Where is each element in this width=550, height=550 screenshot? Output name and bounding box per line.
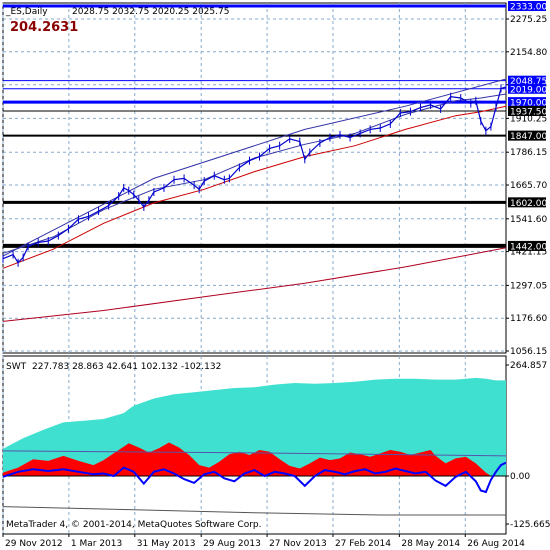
price-tick-label: 1176.60 [510,314,547,324]
level-tag-label: 1602.00 [510,199,547,209]
swt-signal-line [2,461,507,494]
big-value-label: 204.2631 [10,20,78,35]
level-tag-label: 2333.00 [510,3,547,13]
ma-slow-line [2,247,507,322]
price-tick-label: 1297.05 [510,281,547,291]
price-tick-label: 1541.60 [510,215,547,225]
swt-red-area [3,442,506,476]
level-tag-bg [508,1,546,11]
time-tick-label: 31 May 2013 [137,539,196,549]
ind-tick-label: 264.857 [510,361,547,371]
time-tick-label: 26 Aug 2014 [467,539,525,549]
time-tick-label: 27 Feb 2014 [335,539,391,549]
price-tick-label: 1421.15 [510,248,547,258]
price-panel-frame [2,2,507,354]
level-tag-label: 2019.00 [510,85,547,95]
symbol-label: _ES,Daily [5,7,48,17]
swt-mid-line [2,450,507,457]
level-tag-label: 1937.50 [510,107,547,117]
time-tick-label: 28 May 2014 [401,539,460,549]
moving-averages [2,78,507,322]
level-tag-bg [508,97,546,108]
ma-mid-line [2,105,507,269]
ohlc-readout: 2028.75 2032.75 2020.25 2025.75 [72,7,229,17]
price-tick-label: 2275.25 [510,15,547,25]
level-tag-label: 2048.75 [510,77,547,87]
level-tag-bg [508,240,546,251]
level-tag-label: 1847.00 [510,132,547,142]
indicator-panel[interactable]: 264.857 0.00 -125.665 SWT 227.783 28.863 4… [2,355,550,535]
price-panel[interactable]: 2275.252154.802033.851910.251786.151665.… [2,1,547,357]
horizontal-levels[interactable] [3,4,506,248]
price-tick-label: 1056.15 [510,347,547,357]
copyright-label: MetaTrader 4, © 2001-2014, MetaQuotes So… [6,520,262,530]
time-tick-label: 29 Aug 2013 [203,539,261,549]
time-tick-label: 27 Nov 2013 [269,539,327,549]
price-line [2,86,507,264]
swt-low-line [2,506,506,516]
price-tick-label: 1665.70 [510,181,547,191]
level-tag-bg [508,105,546,116]
time-axis: 29 Nov 2012 1 Mar 2013 31 May 2013 29 Aug 2… [2,534,525,549]
level-tag-label: 1970.00 [510,99,547,109]
price-grid [2,3,506,353]
level-tag-bg [508,130,546,141]
price-series [2,82,507,267]
channel-upper-line [2,78,507,257]
price-tick-label: 1910.25 [510,114,547,124]
indicator-y-axis: 264.857 0.00 -125.665 [506,361,550,530]
time-tick-label: 29 Nov 2012 [5,539,63,549]
level-tag-bg [508,83,546,94]
level-tag-bg [508,197,546,208]
ind-tick-label: -125.665 [510,520,550,530]
ind-tick-label: 0.00 [510,472,530,482]
level-tag-label: 1442.00 [510,242,547,252]
price-tick-label: 1786.15 [510,148,547,158]
indicator-series [2,377,507,516]
time-tick-label: 1 Mar 2013 [71,539,122,549]
indicator-readout: 227.783 28.863 42.641 102.132 -102.132 [32,362,221,372]
ma-fast-line [2,93,507,254]
level-tag-bg [508,75,546,86]
indicator-name: SWT [6,362,27,372]
price-tick-label: 2154.80 [510,48,547,58]
